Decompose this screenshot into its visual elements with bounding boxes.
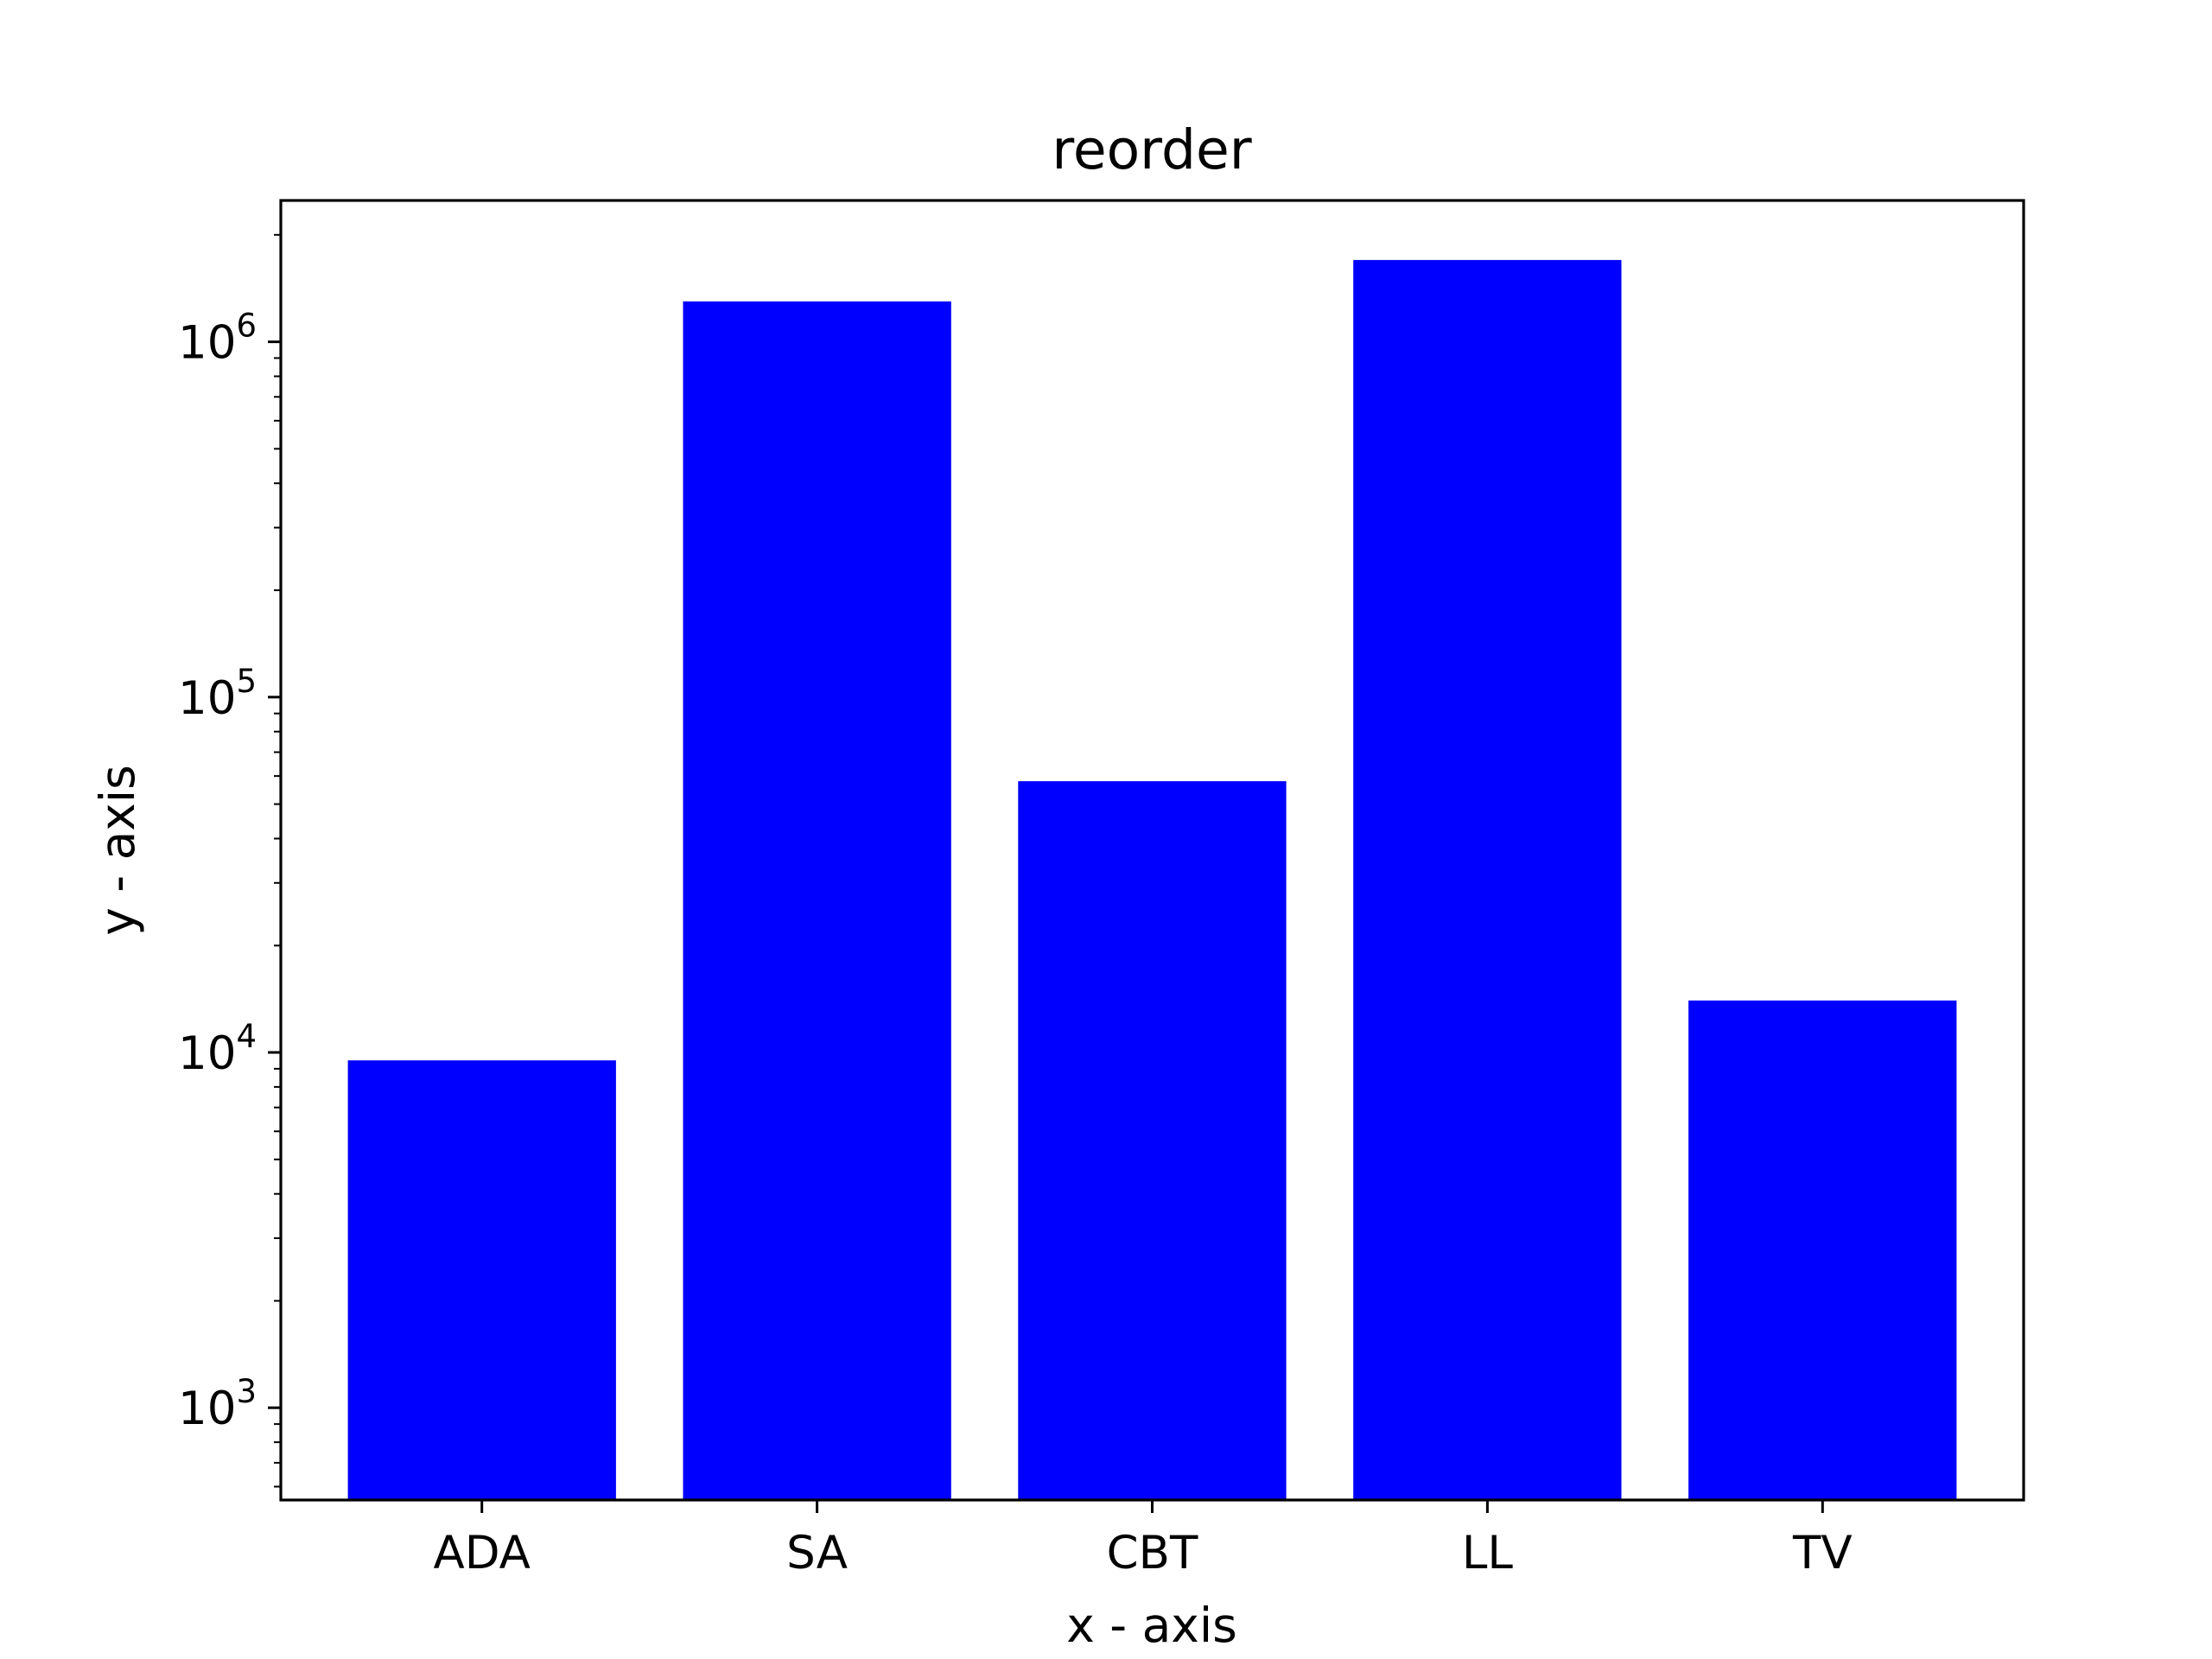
bar-cbt	[1018, 781, 1287, 1500]
y-tick-exponent: 5	[236, 663, 257, 700]
x-axis-label: x - axis	[1066, 1598, 1237, 1653]
x-tick-label-ada: ADA	[433, 1527, 530, 1580]
bar-sa	[683, 301, 951, 1500]
y-tick-base: 10	[178, 1382, 236, 1435]
chart-title: reorder	[1052, 118, 1251, 181]
y-tick-base: 10	[178, 317, 236, 370]
x-ticks: ADA SA CBT LL TV	[433, 1500, 1853, 1580]
bars-group	[347, 259, 1957, 1500]
y-tick-base: 10	[178, 1027, 236, 1080]
x-tick-label-tv: TV	[1792, 1527, 1853, 1580]
x-tick-label-ll: LL	[1462, 1527, 1514, 1580]
bar-ll	[1353, 259, 1622, 1500]
y-tick-base: 10	[178, 672, 236, 725]
y-tick-exponent: 3	[236, 1373, 257, 1410]
y-tick-label-10e4: 104	[178, 1018, 257, 1080]
plot-frame	[279, 199, 2025, 1502]
y-tick-label-10e5: 105	[178, 663, 257, 725]
bar-ada	[347, 1060, 616, 1500]
x-tick-label-cbt: CBT	[1107, 1527, 1198, 1580]
bar-tv	[1688, 1000, 1957, 1500]
y-axis-label: y - axis	[90, 765, 145, 936]
y-tick-exponent: 6	[236, 308, 257, 345]
x-tick-label-sa: SA	[786, 1527, 848, 1580]
y-tick-label-10e3: 103	[178, 1373, 257, 1435]
y-tick-exponent: 4	[236, 1018, 257, 1055]
y-tick-label-10e6: 106	[178, 308, 257, 370]
